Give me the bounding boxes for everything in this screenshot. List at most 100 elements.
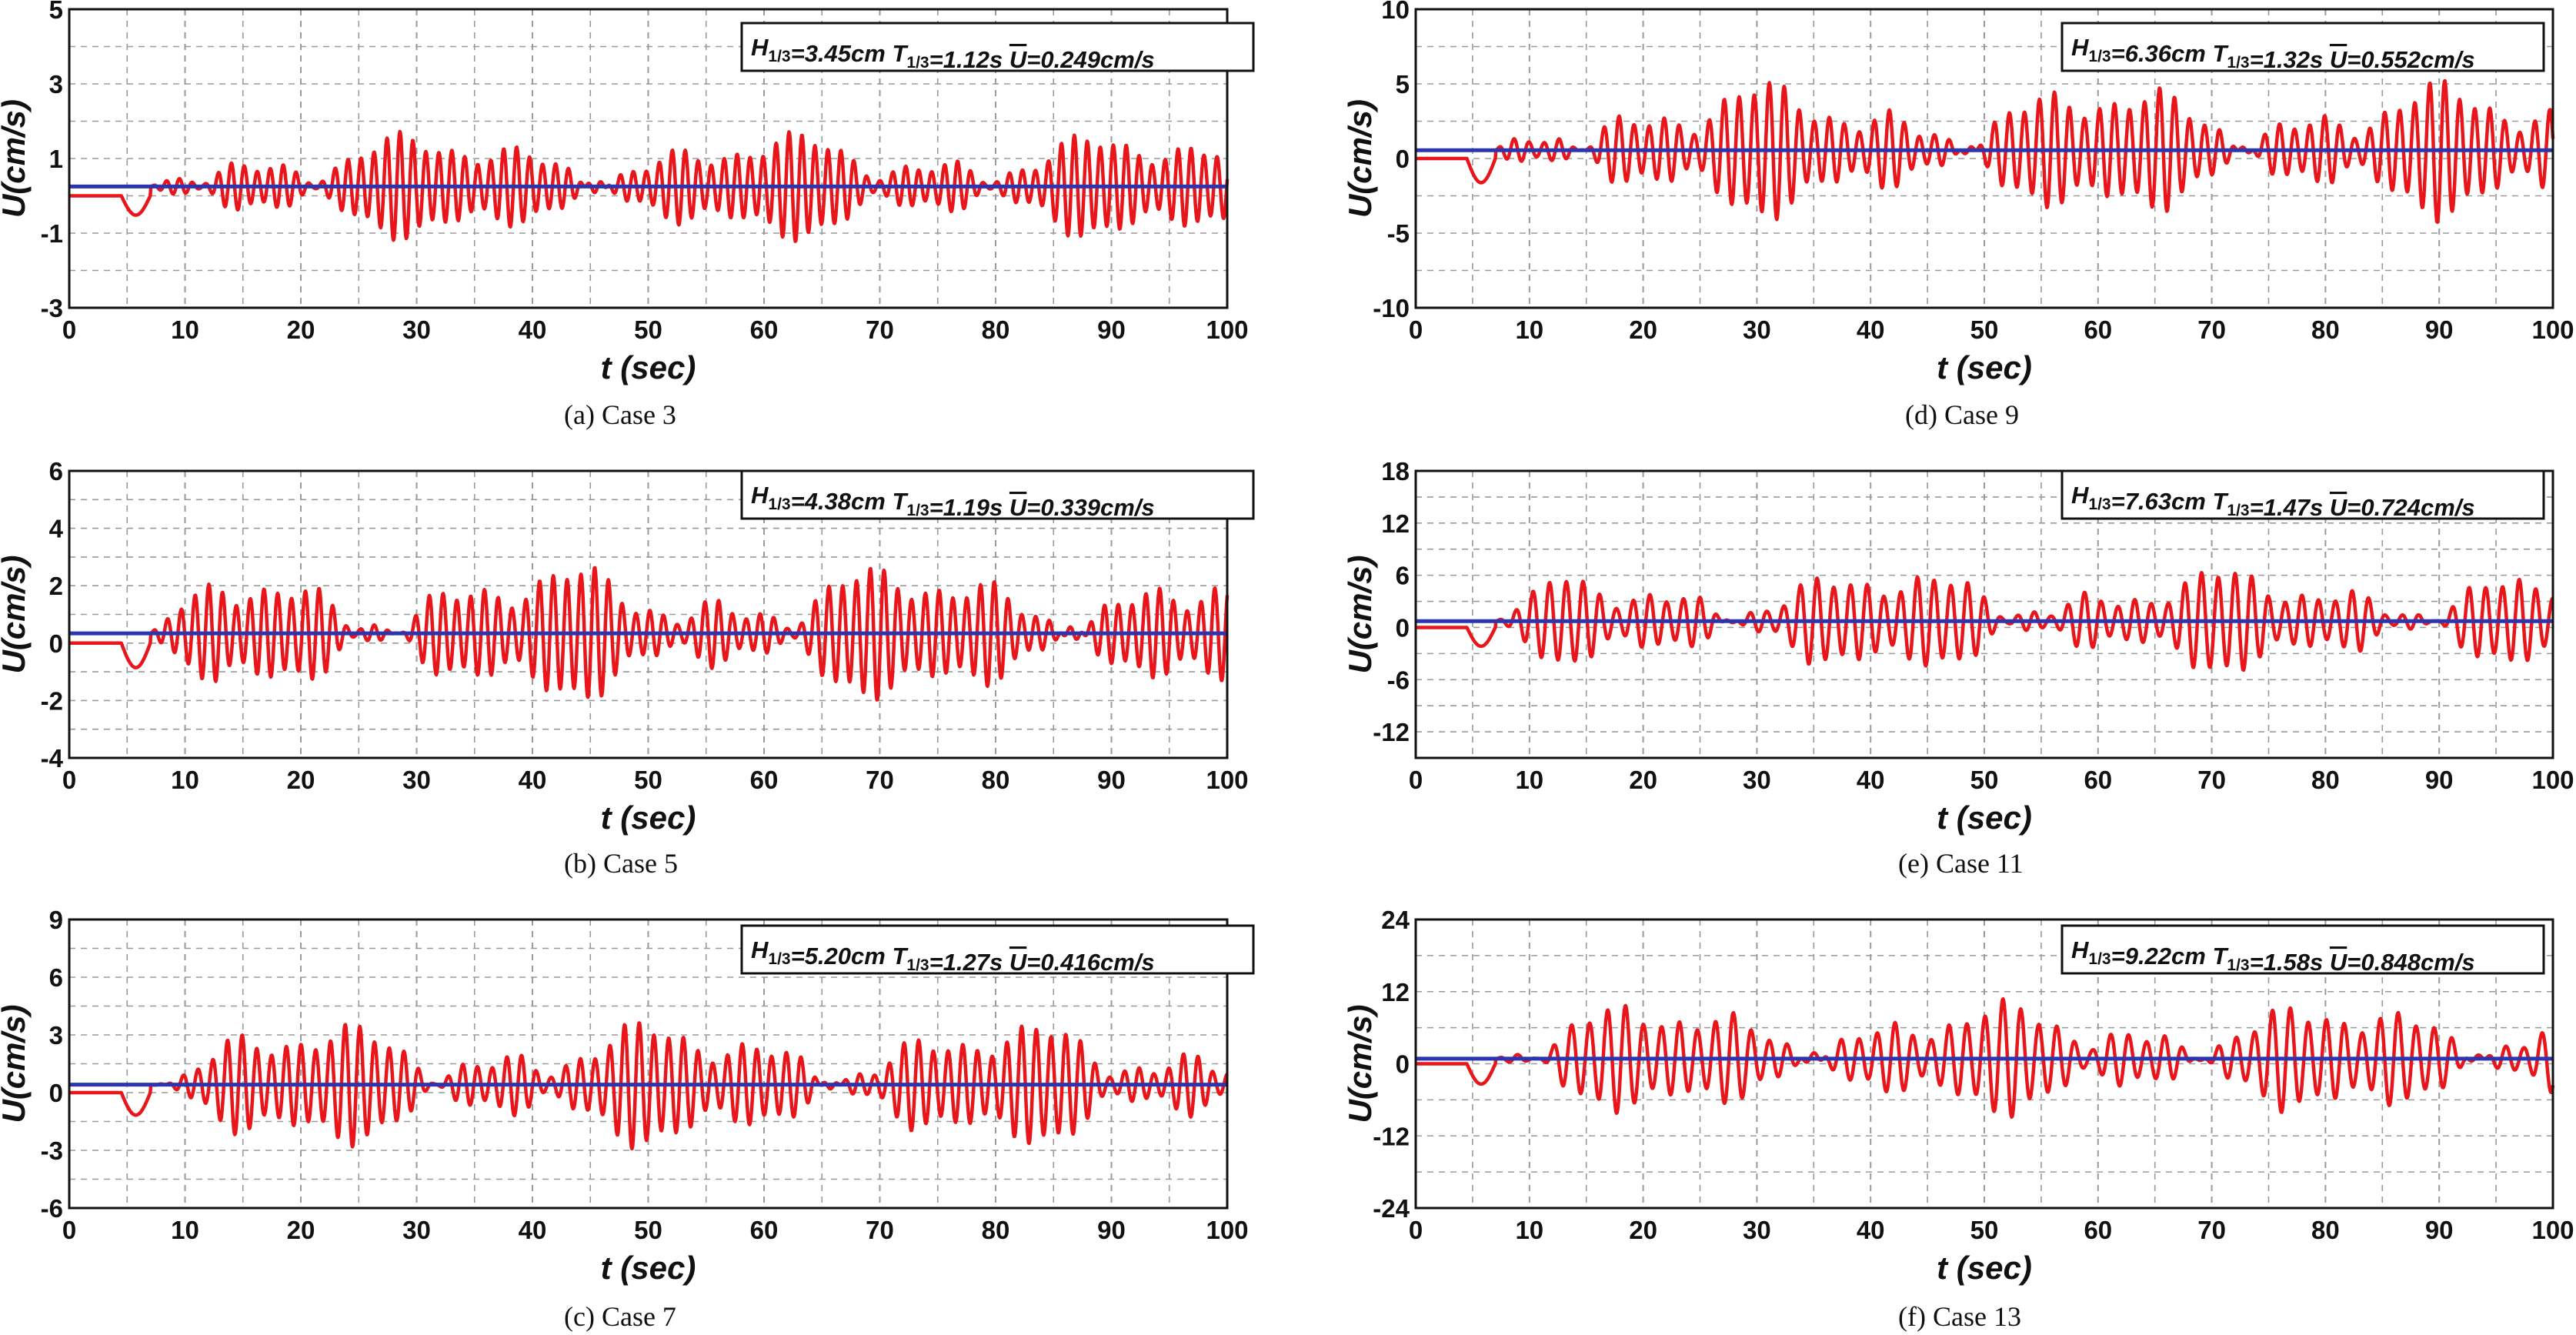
y-axis-label: U(cm/s) [1342, 99, 1378, 218]
x-tick-label: 0 [1409, 1216, 1423, 1244]
x-tick-label: 100 [1206, 315, 1248, 344]
x-axis-label: t (sec) [601, 799, 696, 836]
annotation-text: H1/3=9.22cm T1/3=1.58s U=0.848cm/s [2071, 936, 2475, 976]
y-tick-label: -24 [1373, 1194, 1410, 1223]
y-tick-label: 0 [1396, 145, 1410, 173]
y-axis-label: U(cm/s) [1342, 555, 1378, 673]
x-tick-label: 90 [1097, 1216, 1126, 1244]
x-tick-label: 40 [1857, 1216, 1885, 1244]
plot-frame [1414, 8, 2554, 309]
x-tick-label: 100 [2531, 1216, 2574, 1244]
y-tick-label: 2 [49, 572, 63, 600]
y-tick-label: 0 [1396, 1050, 1410, 1079]
y-tick-label: 5 [1396, 70, 1410, 98]
y-tick-label: 4 [49, 515, 64, 543]
x-tick-label: 70 [2197, 766, 2226, 794]
y-tick-label: 12 [1381, 978, 1410, 1006]
x-tick-label: 0 [1409, 766, 1423, 794]
x-tick-label: 10 [171, 1216, 199, 1244]
y-tick-label: 6 [49, 963, 63, 992]
x-axis-label: t (sec) [1937, 799, 2032, 836]
x-tick-label: 70 [866, 766, 894, 794]
x-tick-label: 10 [1515, 766, 1543, 794]
y-tick-label: -3 [41, 294, 63, 322]
x-tick-label: 20 [1629, 1216, 1657, 1244]
caption-a: (a) Case 3 [564, 399, 676, 430]
x-tick-label: 60 [2084, 766, 2112, 794]
x-axis-label: t (sec) [1937, 1250, 2032, 1286]
x-tick-label: 80 [2311, 315, 2340, 344]
x-tick-label: 10 [171, 766, 199, 794]
y-axis-label: U(cm/s) [0, 555, 32, 673]
annotation-box [2060, 924, 2545, 975]
x-axis-label: t (sec) [601, 349, 696, 385]
y-tick-label: -12 [1373, 1122, 1410, 1150]
x-tick-label: 70 [2197, 315, 2226, 344]
x-tick-label: 30 [402, 766, 431, 794]
y-tick-label: 12 [1381, 509, 1410, 538]
x-tick-label: 80 [982, 315, 1010, 344]
x-axis-label: t (sec) [1937, 349, 2032, 385]
x-tick-label: 0 [62, 766, 76, 794]
x-tick-label: 20 [287, 1216, 315, 1244]
x-tick-label: 50 [634, 766, 662, 794]
y-tick-label: -3 [41, 1136, 63, 1165]
plot-frame [68, 8, 1229, 309]
velocity-series-line [1414, 78, 2555, 225]
x-tick-label: 20 [1629, 315, 1657, 344]
x-tick-label: 60 [750, 1216, 779, 1244]
annotation-box [2060, 22, 2545, 72]
y-tick-label: 5 [49, 0, 63, 24]
y-tick-label: -6 [41, 1194, 63, 1223]
annotation-box [2060, 469, 2545, 520]
y-tick-label: 24 [1381, 906, 1410, 934]
plot-frame [68, 469, 1229, 759]
y-tick-label: -2 [41, 686, 63, 715]
x-tick-label: 80 [2311, 1216, 2340, 1244]
x-tick-label: 100 [1206, 766, 1248, 794]
velocity-series-line [1414, 997, 2555, 1119]
y-tick-label: 9 [49, 906, 63, 934]
x-tick-label: 40 [1857, 315, 1885, 344]
x-tick-label: 30 [402, 1216, 431, 1244]
velocity-series-line [68, 566, 1230, 702]
x-tick-label: 40 [519, 766, 547, 794]
y-tick-label: -4 [41, 744, 64, 773]
x-tick-label: 100 [2531, 766, 2574, 794]
plot-frame [1414, 469, 2554, 759]
y-tick-label: 10 [1381, 0, 1410, 24]
x-tick-label: 40 [519, 315, 547, 344]
x-tick-label: 70 [866, 315, 894, 344]
x-tick-label: 30 [402, 315, 431, 344]
x-tick-label: 90 [2425, 766, 2454, 794]
x-tick-label: 100 [1206, 1216, 1248, 1244]
x-tick-label: 90 [2425, 315, 2454, 344]
x-tick-label: 40 [1857, 766, 1885, 794]
x-tick-label: 60 [2084, 315, 2112, 344]
x-tick-label: 50 [1970, 766, 1999, 794]
y-tick-label: 6 [1396, 562, 1410, 590]
y-tick-label: 6 [49, 457, 63, 486]
x-tick-label: 80 [982, 1216, 1010, 1244]
y-tick-label: 0 [49, 629, 63, 658]
x-tick-label: 80 [2311, 766, 2340, 794]
velocity-series-line [68, 129, 1230, 243]
y-tick-label: -5 [1387, 219, 1410, 248]
caption-b: (b) Case 5 [564, 848, 678, 879]
y-tick-label: 18 [1381, 457, 1410, 486]
x-tick-label: 100 [2531, 315, 2574, 344]
x-tick-label: 90 [1097, 315, 1126, 344]
velocity-series-line [68, 1021, 1229, 1151]
annotation-text: H1/3=4.38cm T1/3=1.19s U=0.339cm/s [751, 482, 1155, 521]
y-tick-label: 3 [49, 1021, 63, 1050]
annotation-text: H1/3=3.45cm T1/3=1.12s U=0.249cm/s [751, 34, 1155, 73]
x-tick-label: 40 [519, 1216, 547, 1244]
x-tick-label: 50 [1970, 315, 1999, 344]
x-tick-label: 60 [2084, 1216, 2112, 1244]
plot-frame [1414, 918, 2554, 1210]
annotation-box [740, 22, 1255, 72]
x-tick-label: 10 [1515, 315, 1543, 344]
caption-f: (f) Case 13 [1898, 1301, 2021, 1332]
